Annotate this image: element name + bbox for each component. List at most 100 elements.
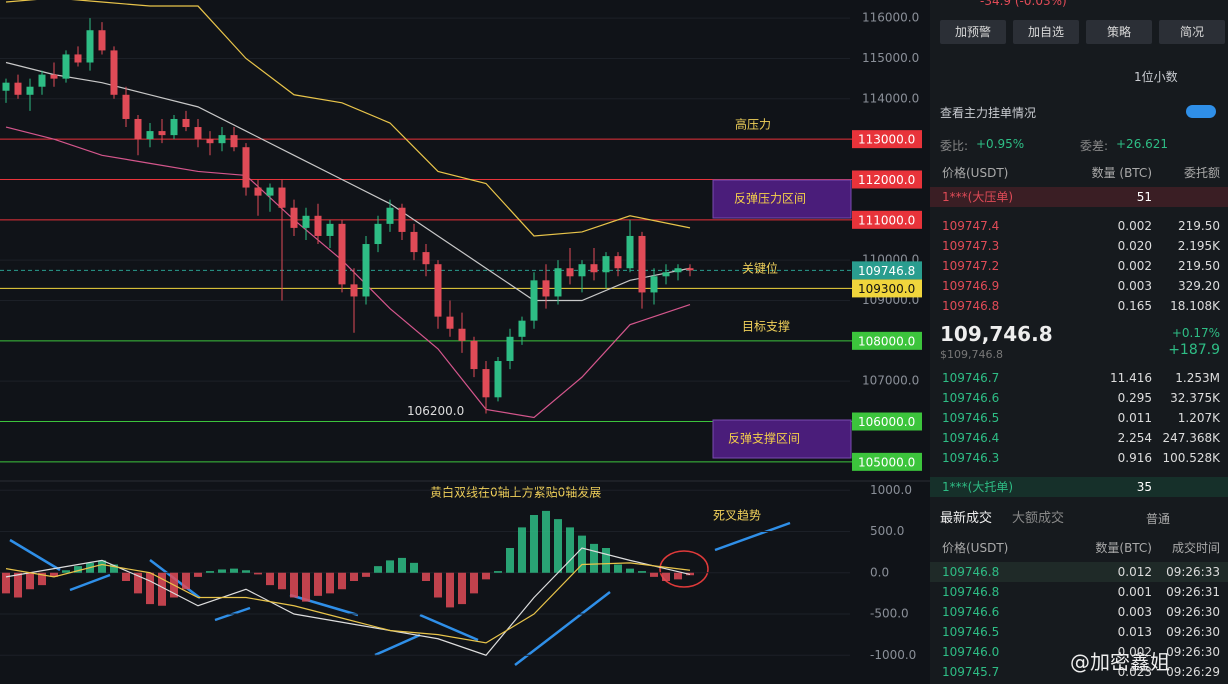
macd-bar	[374, 566, 382, 573]
macd-bar	[278, 572, 286, 590]
main-orders: 查看主力挂单情况	[940, 106, 1037, 120]
cell: 109746.7	[942, 371, 1000, 385]
macd-tick-label: -500.0	[870, 607, 909, 621]
macd-bar	[326, 572, 334, 594]
macd-bar	[338, 572, 346, 590]
macd-bar	[38, 572, 46, 586]
annotation: 关键位	[742, 261, 778, 276]
candle-body	[518, 320, 526, 337]
cell: 0.002	[1117, 219, 1152, 233]
order-panel: -34.9 (-0.03%) 加预警 加自选 策略 简况 1位小数 查看主力挂单情况 委比: +…	[930, 0, 1228, 684]
macd-bar	[242, 570, 250, 573]
ratio: +0.95%	[976, 137, 1025, 151]
cell: 109746.6	[942, 605, 1000, 619]
macd-bar	[494, 571, 502, 573]
button[interactable]: 简况	[1159, 20, 1225, 44]
candle-body	[530, 280, 538, 321]
mid-usd: $109,746.8	[940, 348, 1003, 361]
level-label: 105000.0	[858, 455, 915, 469]
macd-bar	[218, 569, 226, 573]
candle-body	[38, 74, 46, 87]
candle-body	[302, 215, 310, 228]
cell: 109746.6	[942, 391, 1000, 405]
cell: 109746.3	[942, 451, 1000, 465]
candle-body	[242, 147, 250, 188]
macd-bar	[482, 572, 490, 580]
cell: 100.528K	[1162, 451, 1221, 465]
macd-bar	[602, 548, 610, 573]
macd-bar	[638, 571, 646, 573]
y-tick-label: 115000.0	[862, 51, 919, 65]
macd-bar	[14, 572, 22, 598]
button[interactable]: 策略	[1086, 20, 1152, 44]
macd-bar	[62, 570, 70, 573]
candle-body	[422, 252, 430, 265]
trade-row: 109745.7 0.023 09:26:29	[930, 662, 1228, 682]
annotation: 死叉趋势	[713, 509, 761, 523]
trade-row: 109746.8 0.001 09:26:31	[930, 582, 1228, 602]
candle-body	[566, 268, 574, 277]
button[interactable]: 加预警	[940, 20, 1006, 44]
candle-body	[2, 82, 10, 91]
candle-body	[398, 207, 406, 232]
candle-body	[62, 54, 70, 79]
cell: 0.003	[1117, 605, 1152, 619]
macd-bar	[194, 572, 202, 577]
ask-row: 109746.9 0.003 329.20	[930, 276, 1228, 296]
macd-bar	[650, 572, 658, 577]
tab[interactable]: 大额成交	[1012, 511, 1065, 526]
macd-bar	[554, 519, 562, 573]
chart-bg	[0, 0, 930, 684]
candle-body	[134, 118, 142, 140]
zone-box	[712, 179, 852, 219]
macd-bar	[578, 535, 586, 573]
macd-tick-label: 500.0	[870, 524, 904, 538]
candle-body	[50, 74, 58, 79]
cell: 1.253M	[1175, 371, 1220, 385]
candle-body	[74, 54, 82, 63]
book-header: 价格(USDT) 数量 (BTC) 委托额	[930, 163, 1228, 183]
level-label: 109300.0	[858, 282, 915, 296]
annotation: 反弹压力区间	[734, 192, 806, 206]
macd-bar	[662, 572, 670, 581]
candle-body	[434, 264, 442, 317]
candle-body	[122, 94, 130, 119]
macd-bar	[146, 572, 154, 605]
ask-row: 109747.2 0.002 219.50	[930, 256, 1228, 276]
cell: 0.013	[1117, 625, 1152, 639]
macd-bar	[134, 572, 142, 594]
macd-bar	[386, 560, 394, 573]
tab[interactable]: 最新成交	[940, 511, 993, 526]
cell: 247.368K	[1162, 431, 1221, 445]
cell: 109746.5	[942, 411, 1000, 425]
macd-bar	[362, 572, 370, 577]
cell: 109746.0	[942, 645, 1000, 659]
candle-body	[266, 187, 274, 196]
cell: 0.023	[1117, 665, 1152, 679]
cell: 0.295	[1117, 391, 1152, 405]
candle-body	[362, 244, 370, 297]
candle-body	[350, 284, 358, 297]
button[interactable]: 加自选	[1013, 20, 1079, 44]
macd-bar	[2, 572, 10, 594]
column-header: 数量 (BTC)	[1091, 166, 1152, 180]
ask-row: 109747.4 0.002 219.50	[930, 216, 1228, 236]
band-line	[5, 61, 691, 302]
macd-bar	[398, 557, 406, 573]
macd-bar	[350, 572, 358, 581]
macd-bar	[230, 568, 238, 573]
band-line	[5, 0, 691, 237]
macd-bar	[110, 564, 118, 573]
level-label: 112000.0	[858, 173, 915, 187]
cell: 109746.8	[942, 585, 1000, 599]
candle-body	[650, 276, 658, 293]
cell: 109745.7	[942, 665, 1000, 679]
candle-body	[338, 223, 346, 285]
watermark: @加密鑫姐	[1070, 650, 1170, 674]
macd-bar	[302, 572, 310, 602]
cell: 09:26:31	[1166, 585, 1220, 599]
cell: 0.002	[1117, 259, 1152, 273]
candle-body	[86, 30, 94, 63]
candle-body	[326, 223, 334, 236]
big-order: 1***(大托单) 35	[930, 477, 1228, 497]
